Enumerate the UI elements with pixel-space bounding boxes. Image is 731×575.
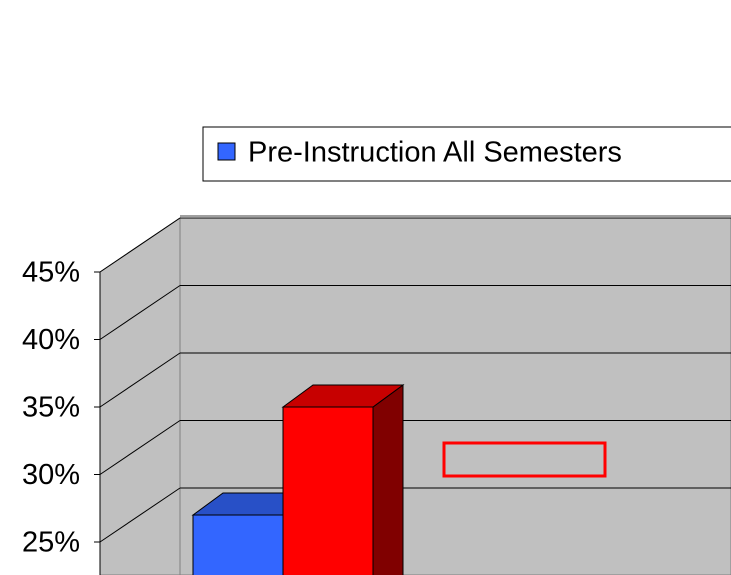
y-tick-label: 30%: [22, 459, 80, 491]
legend-entries: Pre-Instruction All Semesters: [217, 137, 622, 169]
bar: [192, 514, 284, 575]
legend-swatch: [217, 142, 236, 161]
grid-line: [99, 285, 181, 340]
y-tick-label: 25%: [22, 527, 80, 559]
legend-label: Pre-Instruction All Semesters: [248, 137, 622, 169]
grid: 25% 30% 35% 40% 45%: [22, 217, 731, 559]
grid-line: [99, 217, 181, 273]
side-wall: [99, 217, 181, 575]
bars: [191, 384, 405, 575]
legend: [202, 126, 731, 182]
y-tick-label: 35%: [22, 392, 80, 424]
y-tick-label: 45%: [22, 257, 80, 289]
grid-line: [99, 352, 181, 408]
annotation-box: [442, 441, 607, 478]
grid-line: [99, 420, 181, 475]
bar-side: [372, 384, 404, 575]
y-tick-label: 40%: [22, 324, 80, 356]
grid-line: [99, 487, 181, 543]
bar: [282, 406, 374, 575]
